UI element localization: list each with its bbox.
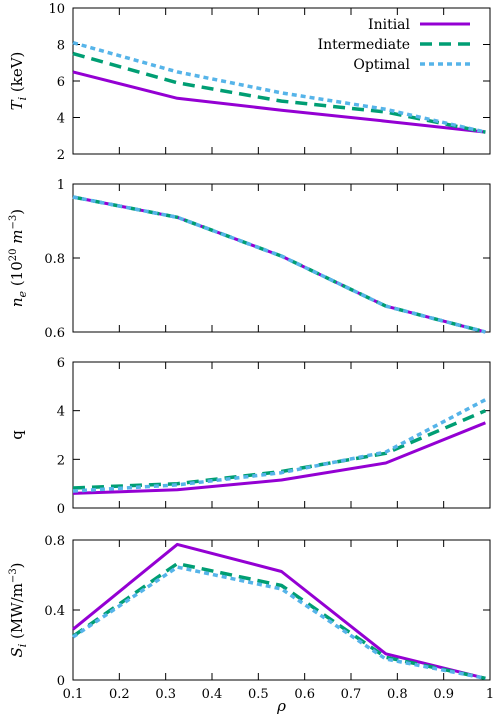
y-tick-label: 8 [57, 39, 65, 54]
x-tick-label: 0.7 [341, 687, 362, 702]
y-tick-label: 0 [57, 502, 65, 517]
y-tick-label: 0.8 [44, 534, 65, 549]
panel-3: 0 2 4 6 q [8, 356, 491, 517]
x-tick-label: 1 [486, 687, 494, 702]
x-tick-label: 0.2 [109, 687, 130, 702]
series-line-intermediate [71, 561, 486, 681]
y-axis-label: ne (1020 m−3) [8, 209, 29, 307]
y-tick-label: 0.4 [44, 604, 65, 619]
x-tick-label: 0.9 [433, 687, 454, 702]
y-tick-label: 0 [57, 674, 65, 689]
series-line-initial [72, 70, 486, 134]
x-axis-label: ρ [276, 697, 286, 715]
x-tick-label: 0.6 [294, 687, 315, 702]
plot-frame [72, 361, 491, 509]
x-tick-label: 0.5 [248, 687, 269, 702]
panel-1: 2 4 6 8 10 Ti (keV) Initial Intermediate Optimal [8, 2, 491, 163]
x-tick-label: 0.3 [155, 687, 176, 702]
series-line-initial [72, 421, 486, 495]
y-tick-label: 4 [57, 405, 65, 420]
x-tick-label: 0.1 [63, 687, 84, 702]
y-tick-label: 2 [57, 148, 65, 163]
legend-entry-label: Initial [368, 17, 410, 33]
series-line-intermediate [72, 195, 486, 334]
y-tick-label: 1 [57, 178, 65, 193]
series-line-intermediate [72, 51, 486, 134]
panel-4: 0 0.4 0.8 0.1 0.2 0.3 0.4 0.5 0.6 0.7 0.8 0.9 1 Si (M… [8, 534, 494, 715]
y-tick-label: 6 [57, 75, 65, 90]
legend-entry-label: Intermediate [318, 37, 410, 53]
y-axis-label: Si (MW/m−3) [8, 562, 29, 657]
y-tick-label: 4 [57, 112, 65, 127]
legend-entry-label: Optimal [353, 57, 410, 73]
legend: Initial Intermediate Optimal [318, 17, 470, 73]
series-line-initial [72, 542, 486, 680]
y-tick-label: 6 [57, 356, 65, 371]
panel-2: 0.6 0.8 1 ne (1020 m−3) [8, 178, 491, 341]
x-tick-label: 0.8 [387, 687, 408, 702]
series-line-optimal [72, 195, 486, 334]
series-line-optimal [72, 565, 486, 681]
series-line-optimal [72, 41, 486, 134]
y-tick-label: 2 [57, 453, 65, 468]
y-axis-label: Ti (keV) [8, 52, 29, 111]
plot-frame [72, 539, 491, 681]
series-line-initial [72, 195, 486, 334]
y-tick-label: 10 [48, 2, 65, 17]
y-tick-label: 0.6 [44, 326, 65, 341]
series-line-optimal [72, 398, 487, 493]
plot-frame [72, 7, 491, 155]
y-tick-label: 0.8 [44, 252, 65, 267]
x-tick-label: 0.4 [202, 687, 223, 702]
y-axis-label: q [8, 430, 26, 440]
